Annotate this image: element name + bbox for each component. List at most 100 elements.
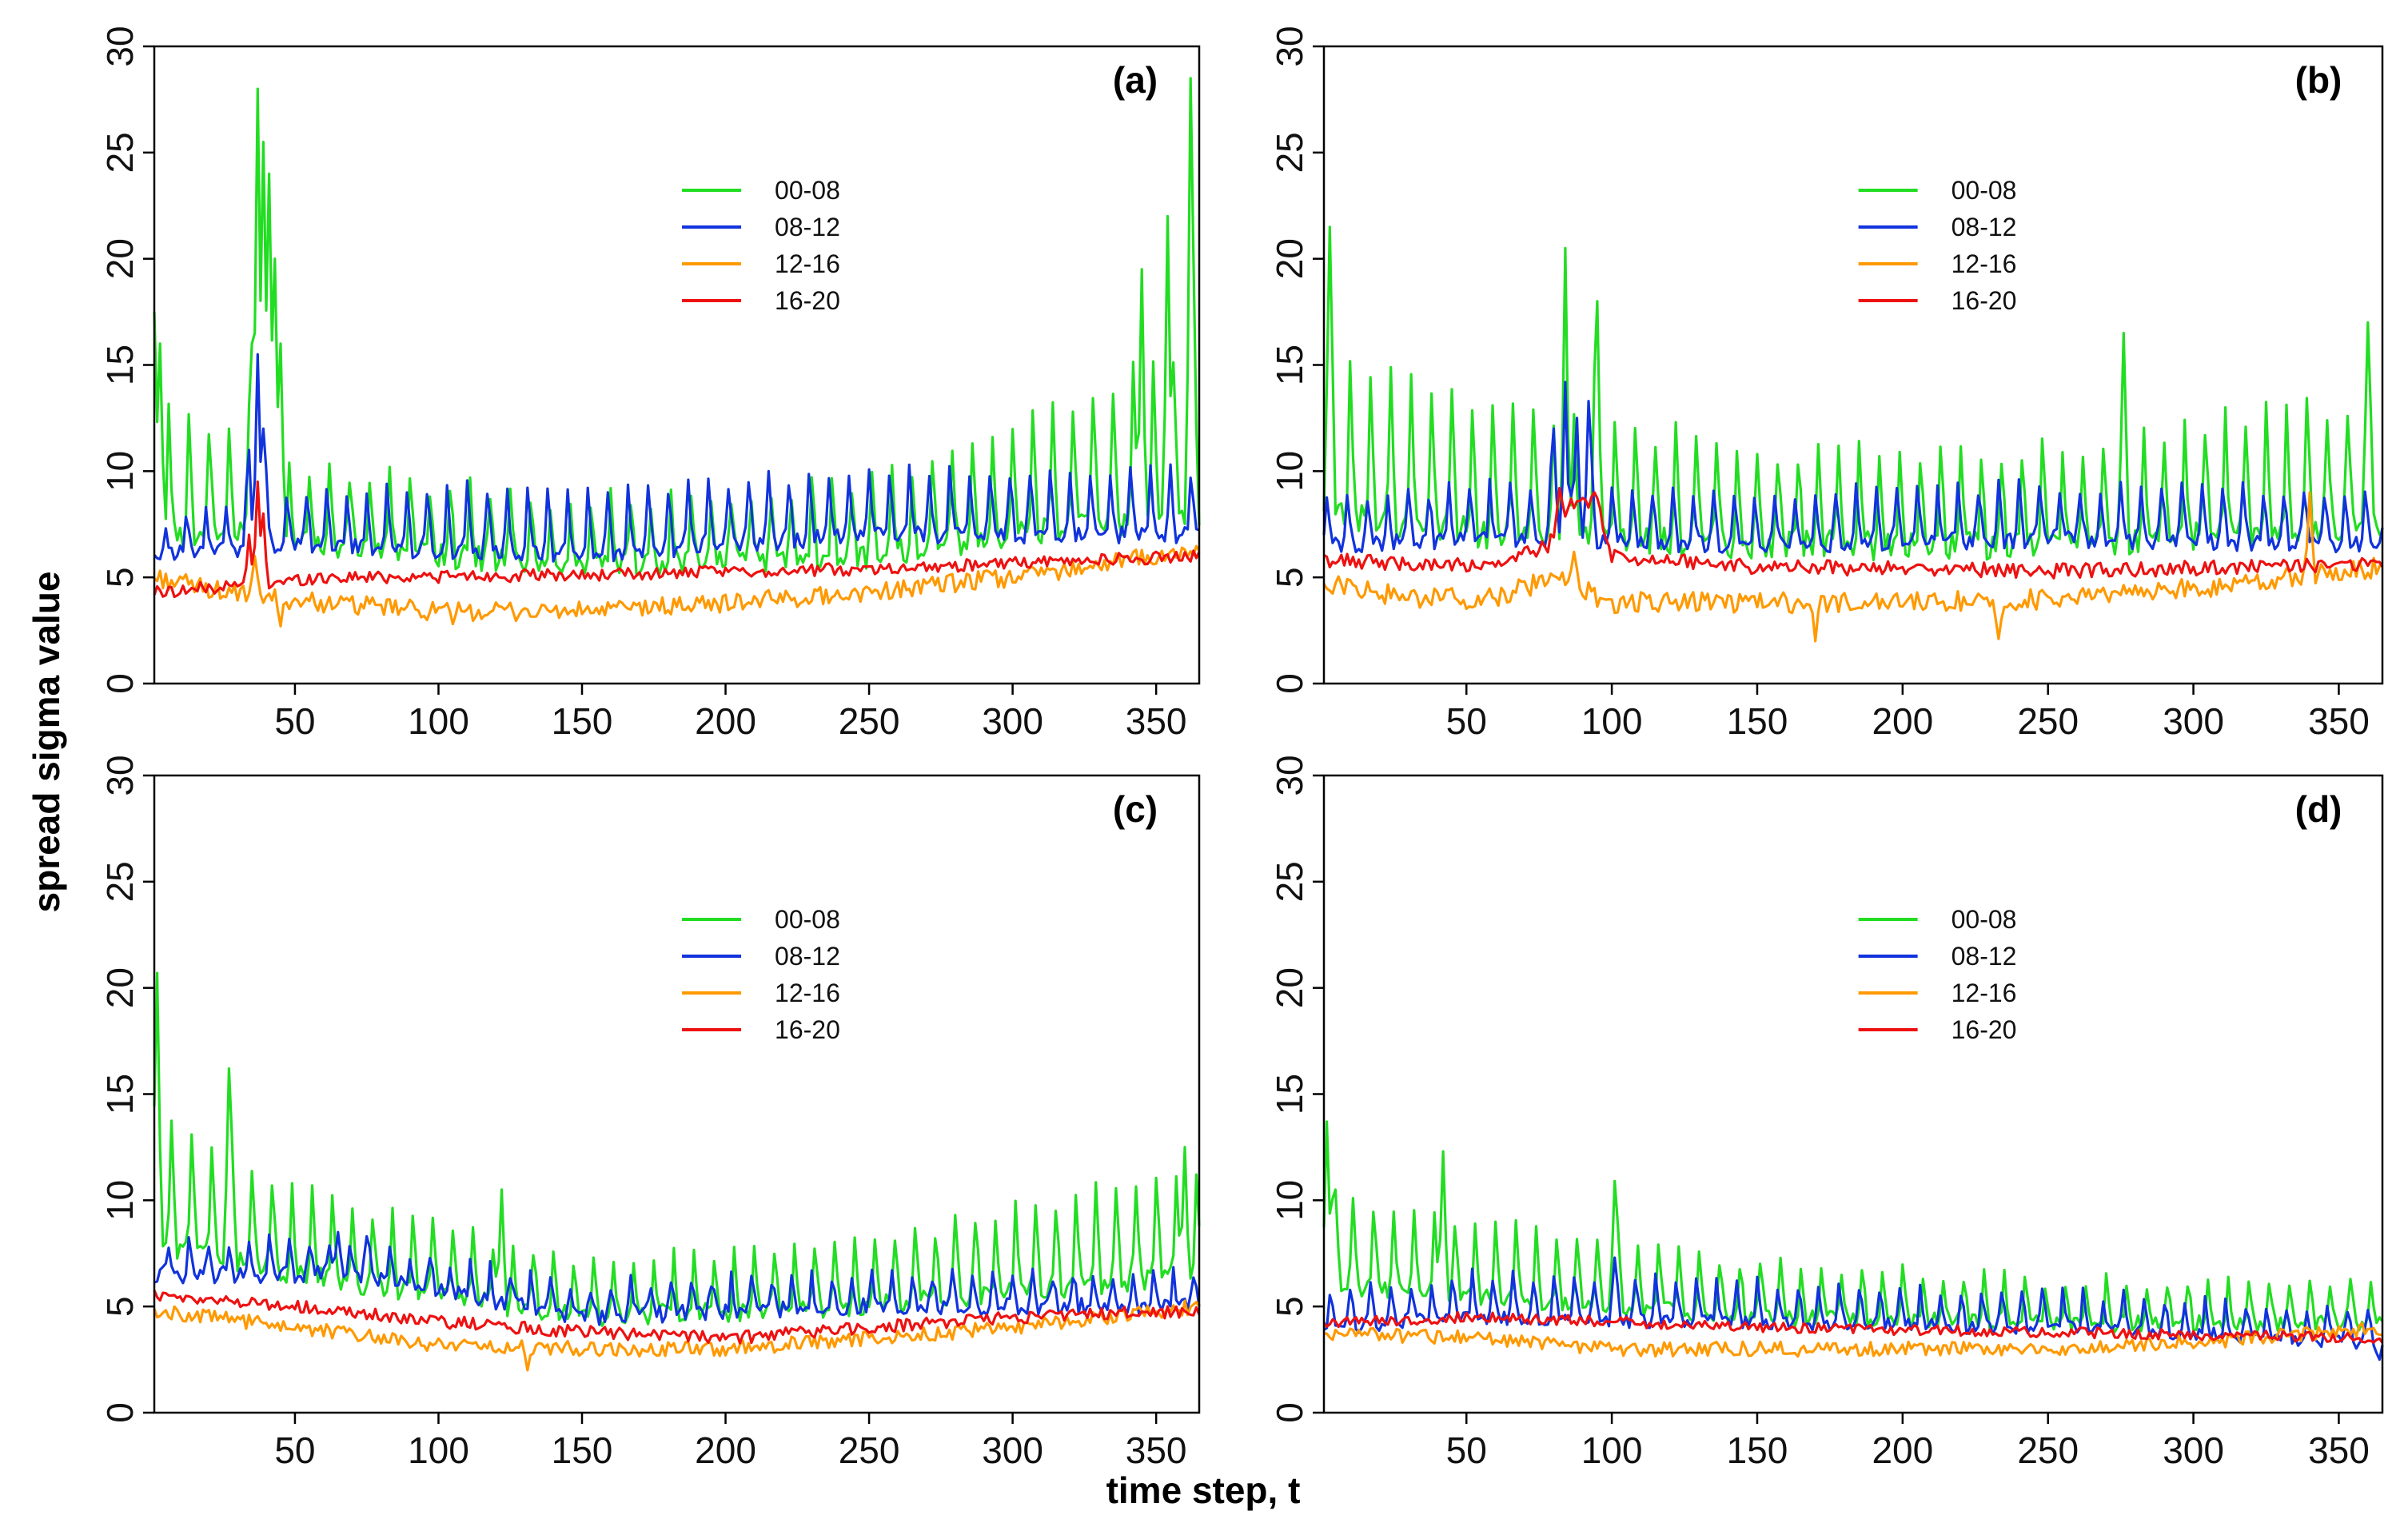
y-tick-label: 30 xyxy=(1269,755,1310,795)
chart-panel-2: 50 100 150 200 250 300 350 0 5 10 15 20 25 30 (b) 00-08… xyxy=(1269,26,2384,742)
y-tick-label: 25 xyxy=(1269,861,1310,902)
x-tick-label: 100 xyxy=(408,1429,469,1471)
y-tick-label: 0 xyxy=(1269,1402,1310,1423)
x-tick-label: 150 xyxy=(552,700,613,742)
legend: 00-08 08-12 12-16 16-20 xyxy=(682,905,840,1044)
x-tick-label: 150 xyxy=(1727,1429,1788,1471)
chart-panel-1: 50 100 150 200 250 300 350 0 5 10 15 20 25 30 (a) 00-08… xyxy=(99,26,1201,742)
y-tick-label: 5 xyxy=(99,567,141,588)
y-tick-label: 30 xyxy=(99,755,141,795)
y-tick-label: 10 xyxy=(99,1180,141,1221)
y-tick-label: 15 xyxy=(99,345,141,385)
x-tick-label: 350 xyxy=(1126,1429,1187,1471)
panel-label: (c) xyxy=(1113,788,1158,830)
x-tick-label: 100 xyxy=(1581,1429,1643,1471)
y-tick-label: 30 xyxy=(99,26,141,66)
y-tick-label: 0 xyxy=(1269,673,1310,694)
series-line-00-08 xyxy=(153,971,1201,1327)
x-tick-label: 250 xyxy=(2017,700,2079,742)
legend-item-label: 08-12 xyxy=(1952,213,2017,241)
legend-item-label: 12-16 xyxy=(1952,249,2017,278)
series-line-08-12 xyxy=(153,353,1200,563)
legend: 00-08 08-12 12-16 16-20 xyxy=(682,176,840,315)
y-tick-label: 20 xyxy=(1269,967,1310,1008)
x-tick-label: 50 xyxy=(1446,1429,1487,1471)
y-tick-label: 10 xyxy=(1269,451,1310,492)
x-tick-label: 200 xyxy=(1872,700,1933,742)
y-tick-label: 5 xyxy=(1269,1296,1310,1317)
x-tick-label: 250 xyxy=(839,700,900,742)
chart-panel-3: 50 100 150 200 250 300 350 0 5 10 15 20 25 30 (c) 00-08… xyxy=(99,755,1201,1471)
x-tick-label: 50 xyxy=(1446,700,1487,742)
series-line-08-12 xyxy=(1322,381,2384,554)
y-tick-label: 15 xyxy=(1269,345,1310,385)
series-line-00-08 xyxy=(1322,225,2383,562)
x-tick-label: 250 xyxy=(839,1429,900,1471)
legend-item-label: 12-16 xyxy=(775,249,840,278)
series-line-08-12 xyxy=(153,1230,1201,1326)
x-tick-label: 100 xyxy=(408,700,469,742)
panels-container: 50 100 150 200 250 300 350051015202530(a)00-08… xyxy=(99,26,2384,1471)
y-tick-label: 25 xyxy=(99,132,141,173)
y-tick-label: 25 xyxy=(99,861,141,902)
y-tick-label: 10 xyxy=(1269,1180,1310,1221)
legend-item-label: 16-20 xyxy=(1952,1015,2017,1044)
y-tick-label: 5 xyxy=(99,1296,141,1317)
x-tick-label: 350 xyxy=(1126,700,1187,742)
legend: 00-08 08-12 12-16 16-20 xyxy=(1858,176,2017,315)
x-tick-label: 300 xyxy=(2163,700,2224,742)
x-tick-label: 300 xyxy=(982,700,1043,742)
panel-label: (b) xyxy=(2295,59,2342,101)
x-tick-label: 200 xyxy=(695,1429,756,1471)
x-tick-label: 50 xyxy=(274,700,315,742)
y-tick-label: 0 xyxy=(99,673,141,694)
y-tick-label: 30 xyxy=(1269,26,1310,66)
panel-label: (d) xyxy=(2295,788,2342,830)
series-line-12-16 xyxy=(153,544,1201,628)
panel-label: (a) xyxy=(1113,59,1158,101)
legend-item-label: 16-20 xyxy=(775,286,840,315)
x-axis-title: time step, t xyxy=(1106,1469,1301,1511)
x-tick-label: 350 xyxy=(2308,1429,2370,1471)
legend-item-label: 00-08 xyxy=(775,176,840,205)
x-tick-label: 100 xyxy=(1581,700,1643,742)
series-line-16-20 xyxy=(153,1290,1201,1345)
y-axis-title: spread sigma value xyxy=(26,572,67,913)
series-line-12-16 xyxy=(1323,1322,2383,1358)
x-tick-label: 200 xyxy=(1872,1429,1933,1471)
legend-item-label: 12-16 xyxy=(1952,979,2017,1007)
y-tick-label: 15 xyxy=(1269,1074,1310,1114)
x-tick-label: 150 xyxy=(552,1429,613,1471)
y-tick-label: 20 xyxy=(99,238,141,279)
legend-item-label: 16-20 xyxy=(1952,286,2017,315)
series-line-16-20 xyxy=(1323,487,2384,580)
y-tick-label: 0 xyxy=(99,1402,141,1423)
series-line-16-20 xyxy=(153,480,1201,599)
legend-item-label: 08-12 xyxy=(775,213,840,241)
x-tick-label: 300 xyxy=(2163,1429,2224,1471)
legend-item-label: 00-08 xyxy=(1952,176,2017,205)
legend: 00-08 08-12 12-16 16-20 xyxy=(1858,905,2017,1044)
series-line-12-16 xyxy=(1322,491,2383,643)
legend-item-label: 08-12 xyxy=(1952,942,2017,971)
x-tick-label: 50 xyxy=(274,1429,315,1471)
y-tick-label: 20 xyxy=(99,967,141,1008)
legend-item-label: 00-08 xyxy=(775,905,840,934)
legend-item-label: 12-16 xyxy=(775,979,840,1007)
x-tick-label: 150 xyxy=(1727,700,1788,742)
y-tick-label: 5 xyxy=(1269,567,1310,588)
x-tick-label: 200 xyxy=(695,700,756,742)
chart-panel-4: 50 100 150 200 250 300 350 0 5 10 15 20 25 30 (d) 00-08… xyxy=(1269,755,2384,1471)
y-tick-label: 10 xyxy=(99,451,141,492)
y-tick-label: 15 xyxy=(99,1074,141,1114)
series-line-16-20 xyxy=(1322,1310,2384,1344)
x-tick-label: 250 xyxy=(2017,1429,2079,1471)
legend-item-label: 08-12 xyxy=(775,942,840,971)
legend-item-label: 00-08 xyxy=(1952,905,2017,934)
x-tick-label: 300 xyxy=(982,1429,1043,1471)
y-tick-label: 25 xyxy=(1269,132,1310,173)
y-tick-label: 20 xyxy=(1269,238,1310,279)
legend-item-label: 16-20 xyxy=(775,1015,840,1044)
x-tick-label: 350 xyxy=(2308,700,2370,742)
